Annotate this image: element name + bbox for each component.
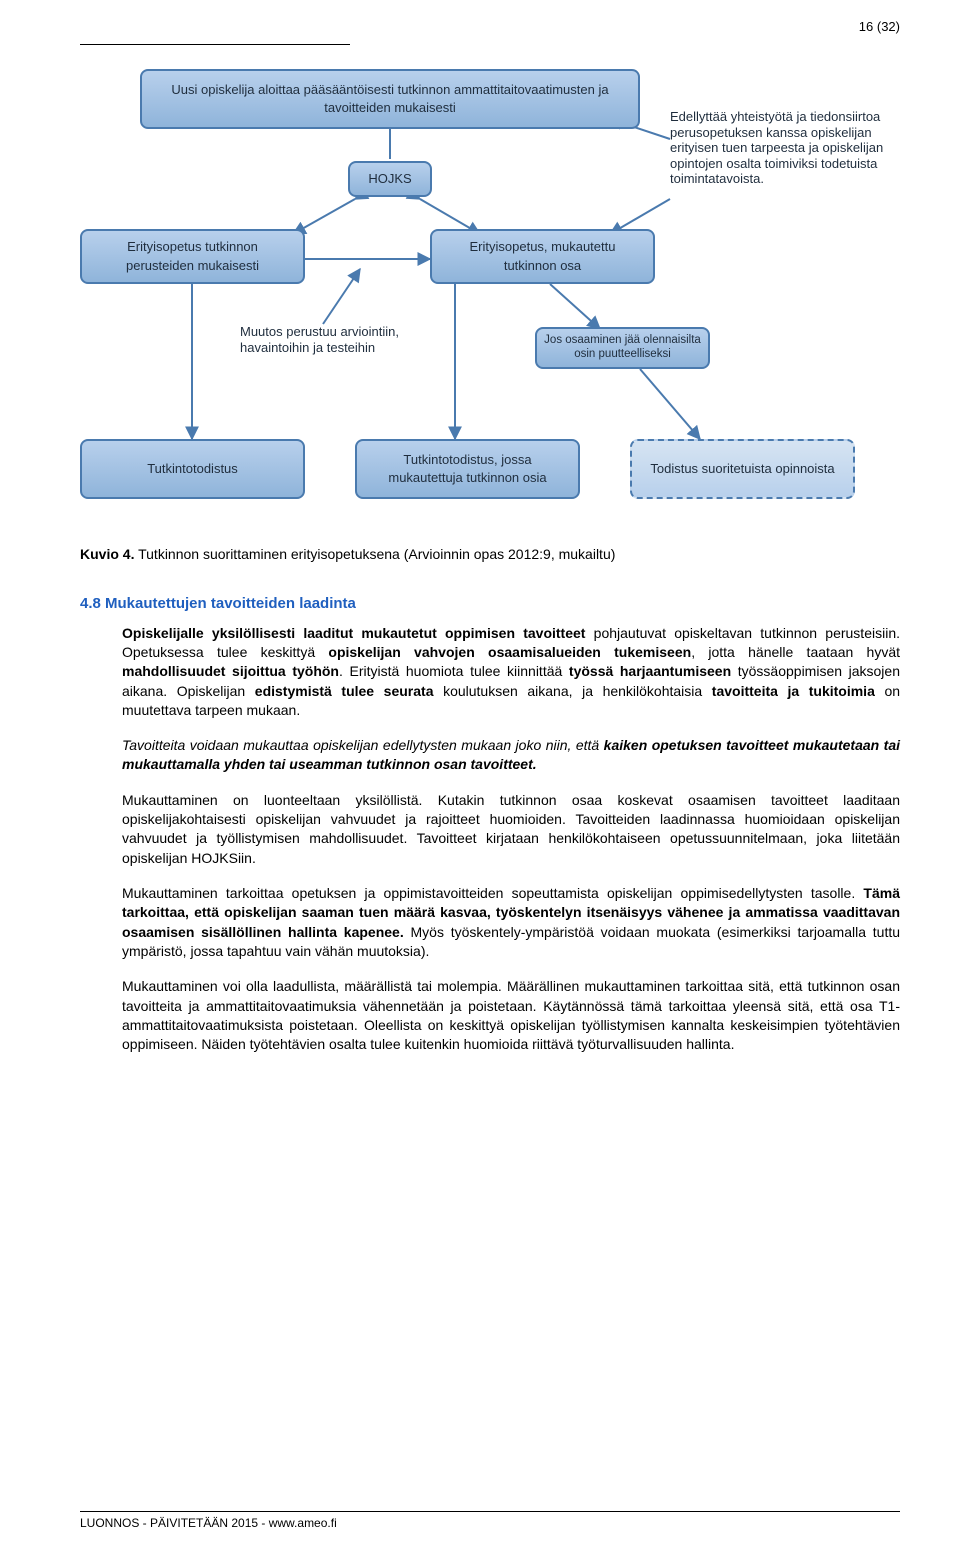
p1-t2: , jotta hänelle taataan hyvät xyxy=(691,644,900,660)
paragraph-3: Mukauttaminen on luonteeltaan yksilöllis… xyxy=(122,791,900,868)
p2-t1: Tavoitteita voidaan mukauttaa opiskelija… xyxy=(122,737,604,753)
flowchart-diagram: Uusi opiskelija aloittaa pääsääntöisesti… xyxy=(80,69,900,529)
node-hojks: HOJKS xyxy=(348,161,432,197)
label-right: Edellyttää yhteistyötä ja tiedonsiirtoa … xyxy=(670,109,900,187)
node-bottom-right: Todistus suoritetuista opinnoista xyxy=(630,439,855,499)
node-center-mid: Erityisopetus, mukautettu tutkinnon osa xyxy=(430,229,655,284)
node-small-center: Jos osaaminen jää olennaisilta osin puut… xyxy=(535,327,710,369)
p1-bold-1: Opiskelijalle yksilöllisesti laaditut mu… xyxy=(122,625,585,641)
section-heading: 4.8 Mukautettujen tavoitteiden laadinta xyxy=(80,593,900,614)
page: 16 (32) xyxy=(0,0,960,1546)
p1-bold-6: tavoitteita ja tukitoimia xyxy=(712,683,875,699)
p1-t5: koulutuksen aikana, ja henkilökohtaisia xyxy=(433,683,711,699)
body-text: Opiskelijalle yksilöllisesti laaditut mu… xyxy=(80,624,900,1055)
caption-text: Tutkinnon suorittaminen erityisopetuksen… xyxy=(134,546,615,562)
p1-bold-5: edistymistä tulee seurata xyxy=(255,683,434,699)
figure-caption: Kuvio 4. Tutkinnon suorittaminen erityis… xyxy=(80,545,900,565)
paragraph-5: Mukauttaminen voi olla laadullista, määr… xyxy=(122,977,900,1054)
header-rule xyxy=(80,44,350,45)
p4-t1: Mukauttaminen tarkoittaa opetuksen ja op… xyxy=(122,885,863,901)
paragraph-4: Mukauttaminen tarkoittaa opetuksen ja op… xyxy=(122,884,900,961)
node-bottom-center: Tutkintotodistus, jossa mukautettuja tut… xyxy=(355,439,580,499)
page-footer: LUONNOS - PÄIVITETÄÄN 2015 - www.ameo.fi xyxy=(80,1511,900,1532)
page-number: 16 (32) xyxy=(859,18,900,36)
caption-label: Kuvio 4. xyxy=(80,546,134,562)
node-top: Uusi opiskelija aloittaa pääsääntöisesti… xyxy=(140,69,640,129)
p1-bold-3: mahdollisuudet sijoittua työhön xyxy=(122,663,339,679)
paragraph-2: Tavoitteita voidaan mukauttaa opiskelija… xyxy=(122,736,900,775)
node-left-mid: Erityisopetus tutkinnon perusteiden muka… xyxy=(80,229,305,284)
label-muutos: Muutos perustuu arviointiin, havaintoihi… xyxy=(240,324,410,355)
node-bottom-left: Tutkintotodistus xyxy=(80,439,305,499)
p1-t3: . Erityistä huomiota tulee kiinnittää xyxy=(339,663,569,679)
footer-text: LUONNOS - PÄIVITETÄÄN 2015 - www.ameo.fi xyxy=(80,1516,337,1530)
paragraph-1: Opiskelijalle yksilöllisesti laaditut mu… xyxy=(122,624,900,721)
p1-bold-2: opiskelijan vahvojen osaamisalueiden tuk… xyxy=(328,644,691,660)
p1-bold-4: työssä harjaantumiseen xyxy=(569,663,731,679)
footer-rule xyxy=(80,1511,900,1512)
